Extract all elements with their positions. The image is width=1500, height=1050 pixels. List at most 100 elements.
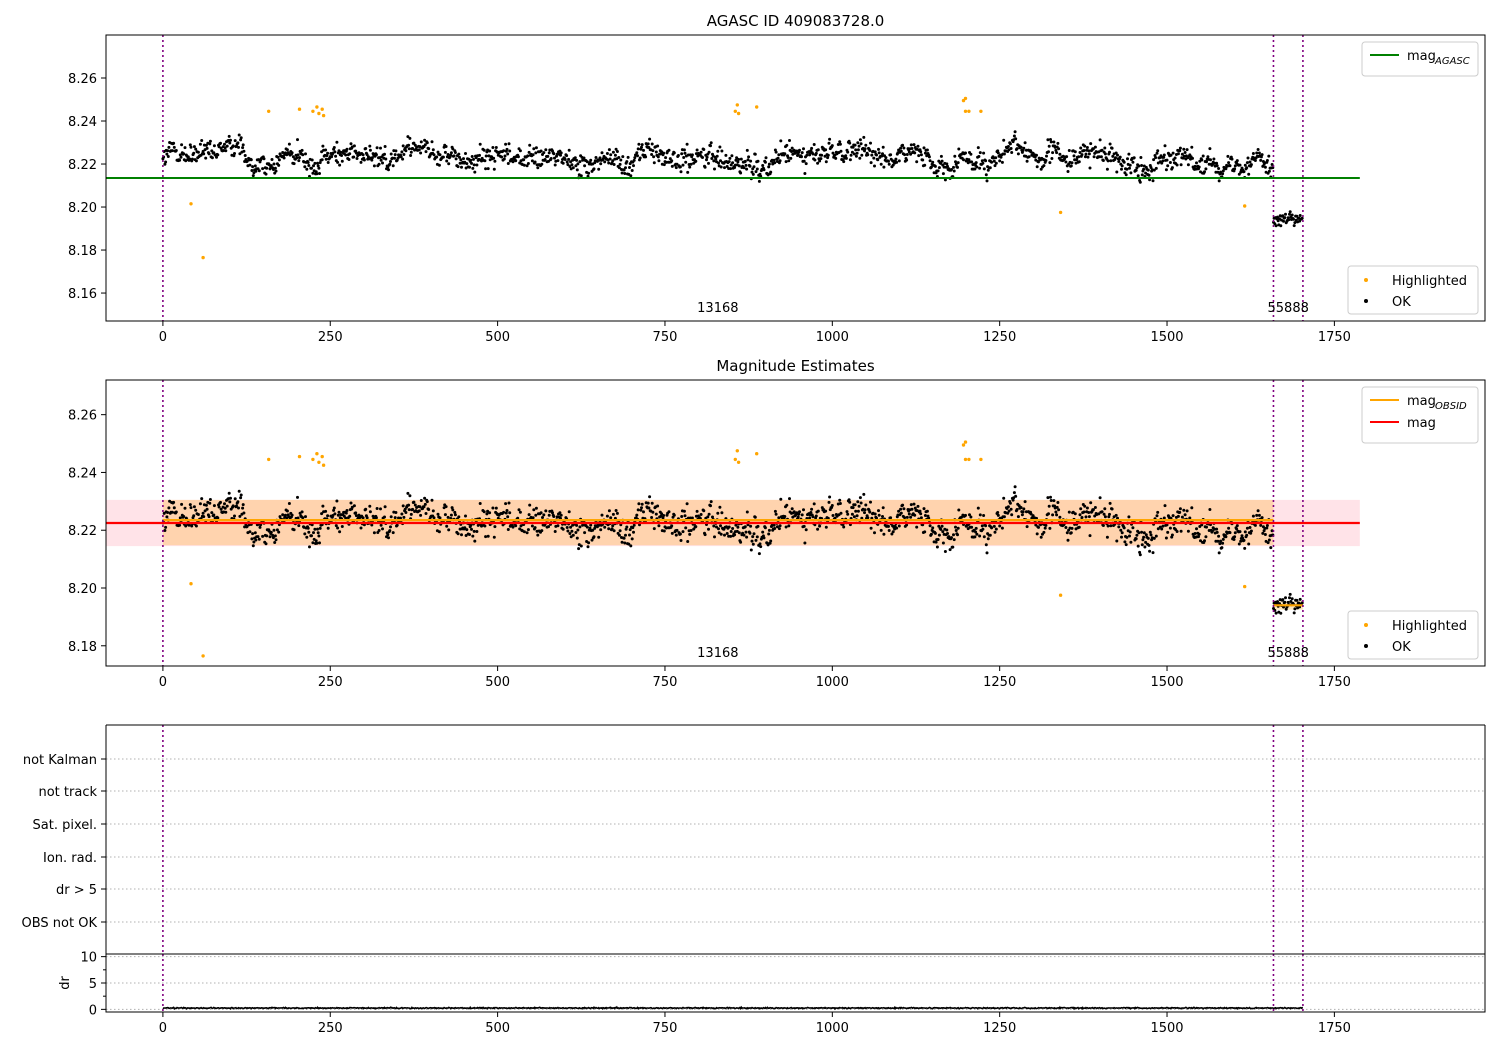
ok-point xyxy=(406,491,410,495)
ok-point xyxy=(969,515,973,519)
ok-point xyxy=(981,161,985,165)
ok-point xyxy=(1221,172,1225,176)
ok-point xyxy=(281,151,285,154)
ok-point xyxy=(212,504,216,508)
ok-point xyxy=(1169,153,1173,157)
ok-point xyxy=(1087,149,1091,153)
ok-point xyxy=(600,151,604,155)
ok-point xyxy=(605,152,609,155)
highlighted-point xyxy=(189,202,193,206)
ok-point xyxy=(1162,516,1166,520)
ok-point xyxy=(511,525,515,529)
highlighted-point xyxy=(267,457,271,462)
ok-point xyxy=(873,164,876,168)
ok-point xyxy=(670,524,674,528)
ok-point xyxy=(702,148,706,151)
ok-point xyxy=(820,153,824,157)
ok-point xyxy=(242,511,246,515)
ok-point xyxy=(393,153,397,157)
ok-point xyxy=(996,151,1000,155)
ok-point xyxy=(754,538,758,542)
ok-point xyxy=(846,150,850,154)
ok-point xyxy=(337,149,341,153)
ok-point xyxy=(637,142,641,146)
y-tick-label: 8.24 xyxy=(68,466,97,481)
ok-point xyxy=(683,514,687,518)
ok-point xyxy=(274,169,278,173)
ok-point xyxy=(472,163,476,167)
ok-point xyxy=(281,513,285,517)
ok-point xyxy=(1008,501,1012,505)
ok-point xyxy=(1185,509,1189,513)
ok-point xyxy=(916,504,920,508)
ok-point xyxy=(709,500,713,504)
ok-point xyxy=(935,545,939,549)
ok-point xyxy=(750,539,754,543)
ok-point xyxy=(212,144,216,148)
ok-point xyxy=(984,173,988,177)
ok-point xyxy=(1165,523,1169,527)
ok-point xyxy=(412,500,416,504)
ok-point xyxy=(759,174,763,178)
ok-point xyxy=(254,538,258,542)
legend-label: mag xyxy=(1407,394,1436,409)
ok-point xyxy=(742,533,746,537)
ok-point xyxy=(585,525,589,529)
ok-point xyxy=(778,159,782,163)
ok-point xyxy=(1046,138,1050,142)
ok-point xyxy=(670,531,674,535)
ok-point xyxy=(531,153,535,157)
ok-point xyxy=(264,542,268,546)
ok-point xyxy=(556,159,560,163)
ok-point xyxy=(734,158,738,162)
ok-point xyxy=(370,156,374,160)
highlighted-point xyxy=(311,109,315,114)
ok-point xyxy=(235,504,238,508)
ok-point xyxy=(252,540,256,544)
ok-point xyxy=(1217,179,1221,183)
x-tick-label: 1000 xyxy=(816,330,849,345)
ok-point xyxy=(858,138,862,142)
ok-point xyxy=(527,150,531,154)
ok-point xyxy=(644,155,648,159)
ok-point xyxy=(998,159,1002,163)
ok-point xyxy=(408,494,412,498)
ok-point xyxy=(233,152,236,155)
ok-point xyxy=(767,162,771,166)
ok-point xyxy=(1064,526,1068,529)
ok-point xyxy=(233,514,236,518)
ok-point xyxy=(301,516,305,520)
ok-point xyxy=(1079,146,1083,150)
ok-point xyxy=(745,510,749,514)
ok-point xyxy=(567,148,571,152)
ok-point xyxy=(192,505,196,509)
ok-point xyxy=(1103,146,1107,150)
ok-point xyxy=(851,506,855,510)
ok-point xyxy=(853,503,857,507)
ok-point xyxy=(261,534,265,538)
ok-point xyxy=(988,533,992,537)
ok-point xyxy=(205,146,209,150)
ok-point xyxy=(941,172,945,176)
ok-point xyxy=(957,508,961,512)
ok-point xyxy=(590,538,594,542)
ok-point xyxy=(912,502,916,506)
ok-point xyxy=(980,159,984,163)
ok-point xyxy=(407,503,411,507)
flag-label: OBS not OK xyxy=(22,916,98,931)
ok-point xyxy=(241,143,245,147)
ok-point xyxy=(964,513,967,517)
ok-point xyxy=(1257,513,1261,517)
ok-point xyxy=(553,163,557,167)
ok-point xyxy=(734,523,738,527)
ok-point xyxy=(1204,167,1208,171)
ok-point xyxy=(1293,607,1297,611)
ok-point xyxy=(1248,160,1252,164)
ok-point xyxy=(251,532,255,536)
ok-point xyxy=(1173,156,1177,160)
ok-point xyxy=(579,174,583,178)
ok-point xyxy=(940,524,944,528)
ok-point xyxy=(317,166,321,170)
ok-point xyxy=(531,516,535,520)
ok-legend-marker xyxy=(1364,644,1368,648)
